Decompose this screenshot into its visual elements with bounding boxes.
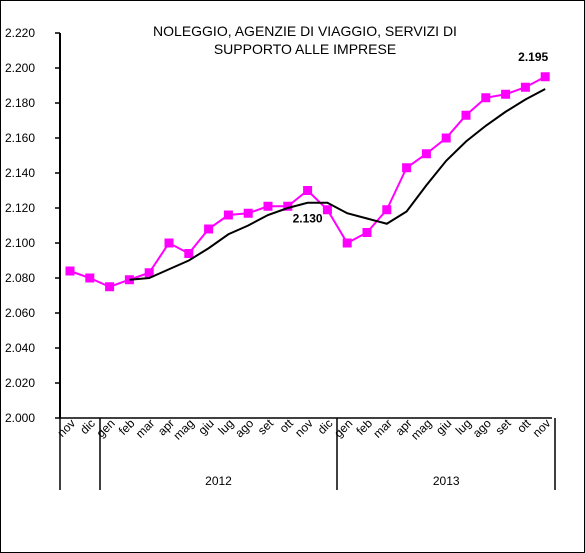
y-tick-label: 2.040 [5, 341, 35, 355]
point-marker [520, 82, 530, 92]
point-marker [164, 238, 174, 248]
point-marker [441, 133, 451, 143]
point-marker [481, 93, 491, 103]
y-tick-label: 2.100 [5, 236, 35, 250]
y-tick-label: 2.080 [5, 271, 35, 285]
point-marker [65, 266, 75, 276]
point-marker [322, 205, 332, 215]
point-marker [85, 273, 95, 283]
point-marker [421, 149, 431, 159]
y-tick-label: 2.180 [5, 96, 35, 110]
x-group-label: 2013 [433, 474, 460, 488]
series-line [129, 88, 546, 281]
point-marker [144, 268, 154, 278]
y-tick-label: 2.060 [5, 306, 35, 320]
y-tick-label: 2.220 [5, 26, 35, 40]
point-marker [461, 110, 471, 120]
data-label: 2.130 [293, 212, 323, 226]
point-marker [362, 228, 372, 237]
chart-title: NOLEGGIO, AGENZIE DI VIAGGIO, SERVIZI DI [153, 23, 457, 39]
point-marker [243, 208, 253, 218]
y-tick-label: 2.120 [5, 201, 35, 215]
y-tick-label: 2.000 [5, 411, 35, 425]
y-tick-label: 2.020 [5, 376, 35, 390]
point-marker [283, 201, 293, 211]
y-tick-label: 2.160 [5, 131, 35, 145]
chart-title: SUPPORTO ALLE IMPRESE [214, 41, 396, 57]
data-label: 2.195 [518, 50, 548, 64]
x-group-label: 2012 [205, 474, 232, 488]
point-marker [184, 249, 194, 258]
point-marker [105, 282, 115, 292]
point-marker [402, 163, 412, 173]
point-marker [382, 205, 392, 215]
y-tick-label: 2.200 [5, 61, 35, 75]
point-marker [501, 89, 511, 99]
point-marker [303, 186, 313, 195]
y-tick-label: 2.140 [5, 166, 35, 180]
point-marker [204, 224, 214, 234]
point-marker [540, 72, 550, 82]
point-marker [263, 201, 273, 211]
point-marker [342, 238, 352, 248]
point-marker [223, 210, 233, 220]
